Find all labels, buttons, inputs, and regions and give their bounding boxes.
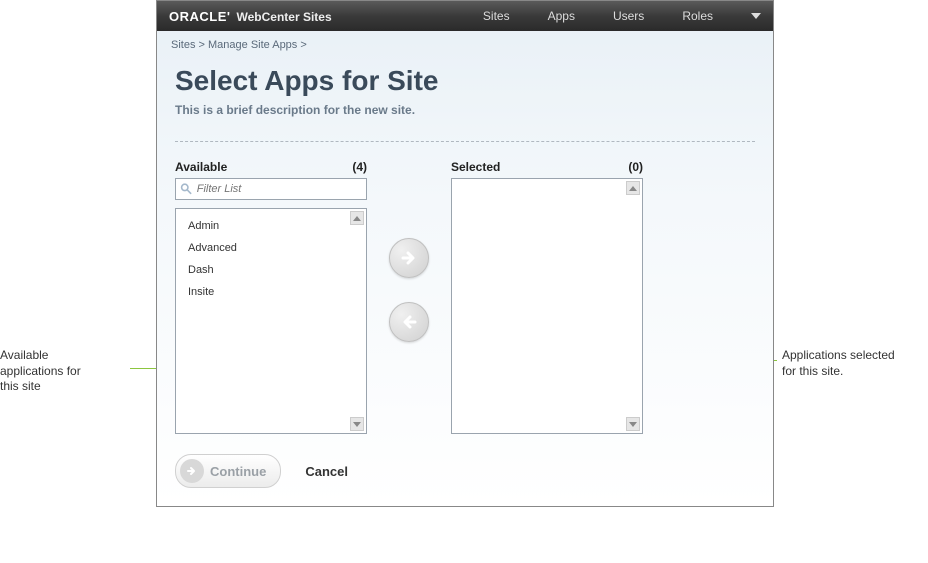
search-icon <box>180 182 193 196</box>
available-panel: Available (4) Admin Advanced Dash Insite <box>175 160 367 434</box>
filter-wrap <box>175 178 367 200</box>
topnav: Sites Apps Users Roles <box>483 9 761 23</box>
breadcrumb-sep: > <box>300 39 306 51</box>
topbar: ORACLE' WebCenter Sites Sites Apps Users… <box>157 1 773 31</box>
nav-sites[interactable]: Sites <box>483 9 510 23</box>
nav-apps[interactable]: Apps <box>548 9 575 23</box>
page-description: This is a brief description for the new … <box>175 103 755 117</box>
transfer-arrows <box>389 238 429 342</box>
breadcrumb-part-1[interactable]: Manage Site Apps <box>208 39 297 51</box>
arrow-right-icon <box>185 464 199 478</box>
selected-header: Selected (0) <box>451 160 643 174</box>
brand-product: WebCenter Sites <box>236 10 331 24</box>
page-title: Select Apps for Site <box>175 65 755 97</box>
breadcrumb-sep: > <box>199 39 208 51</box>
available-header: Available (4) <box>175 160 367 174</box>
available-label: Available <box>175 160 227 174</box>
move-left-button[interactable] <box>389 302 429 342</box>
selected-label: Selected <box>451 160 500 174</box>
scroll-up-icon[interactable] <box>350 211 364 225</box>
scroll-down-icon[interactable] <box>626 417 640 431</box>
available-item[interactable]: Advanced <box>186 237 366 259</box>
selected-panel: Selected (0) <box>451 160 643 434</box>
continue-label: Continue <box>210 464 266 479</box>
brand-logo: ORACLE' <box>169 9 230 24</box>
transfer-control: Available (4) Admin Advanced Dash Insite <box>175 160 755 434</box>
scroll-up-icon[interactable] <box>626 181 640 195</box>
selected-scrollbar <box>626 181 640 431</box>
available-count: (4) <box>352 160 367 174</box>
breadcrumb: Sites > Manage Site Apps > <box>157 31 773 55</box>
nav-dropdown-icon[interactable] <box>751 13 761 19</box>
continue-icon <box>180 459 204 483</box>
brand: ORACLE' WebCenter Sites <box>169 9 332 24</box>
callout-selected-text: Applications selected for this site. <box>782 348 902 379</box>
selected-listbox[interactable] <box>451 178 643 434</box>
move-right-button[interactable] <box>389 238 429 278</box>
available-scrollbar <box>350 211 364 431</box>
selected-count: (0) <box>628 160 643 174</box>
continue-button[interactable]: Continue <box>175 454 281 488</box>
filter-input[interactable] <box>197 183 362 195</box>
nav-roles[interactable]: Roles <box>682 9 713 23</box>
callout-selected: Applications selected for this site. <box>774 348 928 379</box>
app-window: ORACLE' WebCenter Sites Sites Apps Users… <box>156 0 774 507</box>
nav-users[interactable]: Users <box>613 9 644 23</box>
divider <box>175 141 755 142</box>
available-item[interactable]: Insite <box>186 281 366 303</box>
callout-available-text: Available applications for this site <box>0 348 90 395</box>
available-listbox[interactable]: Admin Advanced Dash Insite <box>175 208 367 434</box>
scroll-down-icon[interactable] <box>350 417 364 431</box>
cancel-link[interactable]: Cancel <box>305 464 348 479</box>
breadcrumb-part-0[interactable]: Sites <box>171 39 195 51</box>
arrow-right-icon <box>399 248 419 268</box>
footer-actions: Continue Cancel <box>175 454 755 488</box>
available-item[interactable]: Admin <box>186 215 366 237</box>
callout-available: Available applications for this site <box>0 348 156 395</box>
available-item[interactable]: Dash <box>186 259 366 281</box>
arrow-left-icon <box>399 312 419 332</box>
main-content: Select Apps for Site This is a brief des… <box>157 55 773 506</box>
